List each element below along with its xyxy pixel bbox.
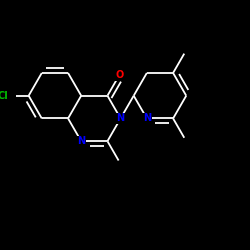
Text: Cl: Cl: [0, 91, 8, 101]
Text: N: N: [116, 114, 125, 124]
Text: O: O: [115, 70, 124, 80]
Text: N: N: [77, 136, 85, 146]
Text: N: N: [143, 114, 151, 124]
